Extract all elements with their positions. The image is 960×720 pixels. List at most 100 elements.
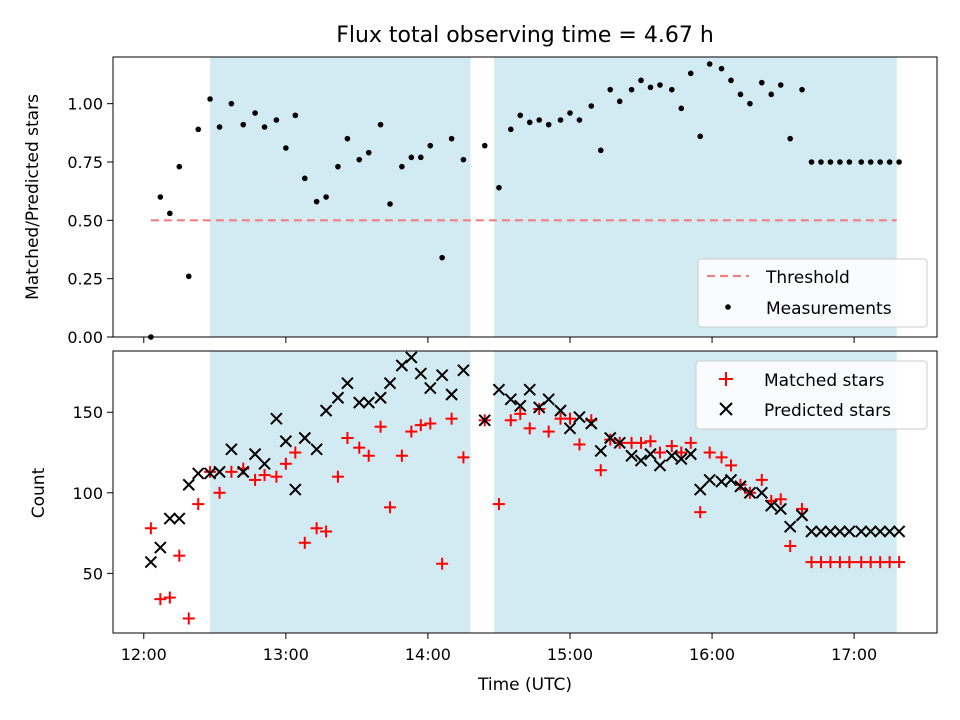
predicted-star-point-23 xyxy=(383,377,397,390)
predicted-star-point-53 xyxy=(703,473,716,487)
matched-star-point-50 xyxy=(675,446,688,459)
matched-star-point-29 xyxy=(445,412,458,425)
matched-star-point-51 xyxy=(684,436,697,449)
measurement-point-28 xyxy=(439,254,445,261)
matched-star-point-30 xyxy=(457,451,470,464)
predicted-star-point-37 xyxy=(542,393,555,406)
x-tick-label-2: 14:00 xyxy=(405,645,451,664)
predicted-star-point-52 xyxy=(694,483,707,496)
measurement-point-44 xyxy=(616,98,623,105)
matched-star-point-3 xyxy=(173,549,186,562)
predicted-star-point-1 xyxy=(154,541,167,554)
predicted-star-point-55 xyxy=(724,473,738,487)
matched-star-point-5 xyxy=(192,498,205,511)
top-y-tick-label-0: 0.00 xyxy=(67,328,103,347)
predicted-star-point-49 xyxy=(665,449,679,462)
predicted-star-point-13 xyxy=(279,435,293,448)
measurement-point-9 xyxy=(240,121,247,128)
measurement-point-35 xyxy=(526,119,533,126)
predicted-star-point-41 xyxy=(585,417,598,430)
measurement-point-68 xyxy=(858,159,865,165)
top-y-tick-label-1: 0.25 xyxy=(67,270,103,289)
matched-star-point-42 xyxy=(594,464,607,477)
measurement-point-62 xyxy=(799,86,805,93)
measurement-point-24 xyxy=(399,163,405,170)
predicted-star-point-62 xyxy=(795,509,809,522)
matched-star-point-43 xyxy=(604,433,617,446)
measurement-point-16 xyxy=(313,198,320,205)
predicted-star-point-15 xyxy=(298,431,312,445)
measurement-point-51 xyxy=(687,70,694,77)
matched-star-point-60 xyxy=(774,493,787,506)
measurement-point-17 xyxy=(323,194,329,200)
bottom-y-tick-label-1: 100 xyxy=(72,484,103,503)
measurement-point-15 xyxy=(301,175,308,182)
predicted-star-point-10 xyxy=(248,447,262,461)
measurement-point-6 xyxy=(207,96,213,102)
measurement-point-7 xyxy=(216,124,223,130)
measurement-point-1 xyxy=(157,194,164,200)
matched-star-point-62 xyxy=(796,502,809,515)
measurement-point-25 xyxy=(408,154,415,161)
matched-star-point-16 xyxy=(310,522,323,535)
shaded-interval-0 xyxy=(210,57,471,337)
predicted-star-point-51 xyxy=(684,447,697,461)
measurement-point-56 xyxy=(737,91,744,98)
x-tick-label-0: 12:00 xyxy=(121,645,167,664)
matched-star-point-10 xyxy=(249,473,262,486)
predicted-star-point-20 xyxy=(353,396,366,409)
matched-star-point-35 xyxy=(523,422,536,435)
measurement-point-71 xyxy=(886,159,893,165)
measurement-point-50 xyxy=(678,105,685,112)
measurement-point-54 xyxy=(718,65,725,72)
measurement-point-10 xyxy=(252,110,258,116)
predicted-star-point-63 xyxy=(805,525,818,538)
predicted-star-point-40 xyxy=(573,410,586,424)
legend-measurements-swatch xyxy=(725,304,731,310)
predicted-star-point-56 xyxy=(734,480,747,493)
top-axis-ticks: 0.00 0.25 0.50 0.75 1.00 xyxy=(67,95,855,347)
measurement-point-41 xyxy=(588,103,595,109)
measurement-point-65 xyxy=(827,159,834,165)
measurement-point-64 xyxy=(818,159,824,165)
measurement-point-8 xyxy=(228,100,235,107)
bottom-panel: 12:00 13:00 14:00 15:00 16:00 17:00 50 100 150 xyxy=(72,350,938,664)
measurement-point-55 xyxy=(728,77,734,84)
matched-star-point-23 xyxy=(384,501,397,514)
bottom-axis-ticks: 12:00 13:00 14:00 15:00 16:00 17:00 50 100 150 xyxy=(72,403,877,664)
predicted-star-point-48 xyxy=(653,459,667,472)
measurement-point-60 xyxy=(777,82,784,88)
matched-star-point-40 xyxy=(573,438,586,451)
predicted-star-point-64 xyxy=(814,525,828,538)
matched-star-point-25 xyxy=(405,425,418,438)
top-legend-box xyxy=(697,258,928,328)
measurement-point-32 xyxy=(496,184,502,191)
measurement-point-11 xyxy=(261,124,268,130)
measurement-point-13 xyxy=(283,145,289,151)
bottom-y-tick-label-0: 50 xyxy=(83,564,103,583)
predicted-star-point-17 xyxy=(319,404,333,417)
measurement-point-42 xyxy=(597,147,604,154)
matched-star-point-53 xyxy=(703,446,716,459)
matched-star-point-12 xyxy=(270,470,283,483)
matched-star-point-17 xyxy=(320,525,333,538)
matched-star-point-33 xyxy=(504,414,517,427)
matched-star-point-49 xyxy=(665,440,678,453)
predicted-star-point-25 xyxy=(405,351,418,364)
measurement-point-69 xyxy=(867,159,874,165)
matched-star-point-20 xyxy=(353,441,366,454)
predicted-star-point-12 xyxy=(270,412,283,425)
chart-title: Flux total observing time = 4.67 h xyxy=(336,23,714,48)
measurement-point-5 xyxy=(195,126,202,133)
bottom-axes-frame xyxy=(112,350,938,634)
predicted-star-point-9 xyxy=(237,465,250,479)
matched-star-point-28 xyxy=(436,557,449,570)
matched-star-point-37 xyxy=(542,425,555,438)
measurement-point-38 xyxy=(557,117,564,123)
measurement-point-70 xyxy=(877,159,883,165)
matched-star-point-13 xyxy=(279,457,292,470)
matched-star-point-0 xyxy=(144,522,157,535)
predicted-star-point-50 xyxy=(675,452,688,466)
matched-star-point-26 xyxy=(414,419,427,432)
